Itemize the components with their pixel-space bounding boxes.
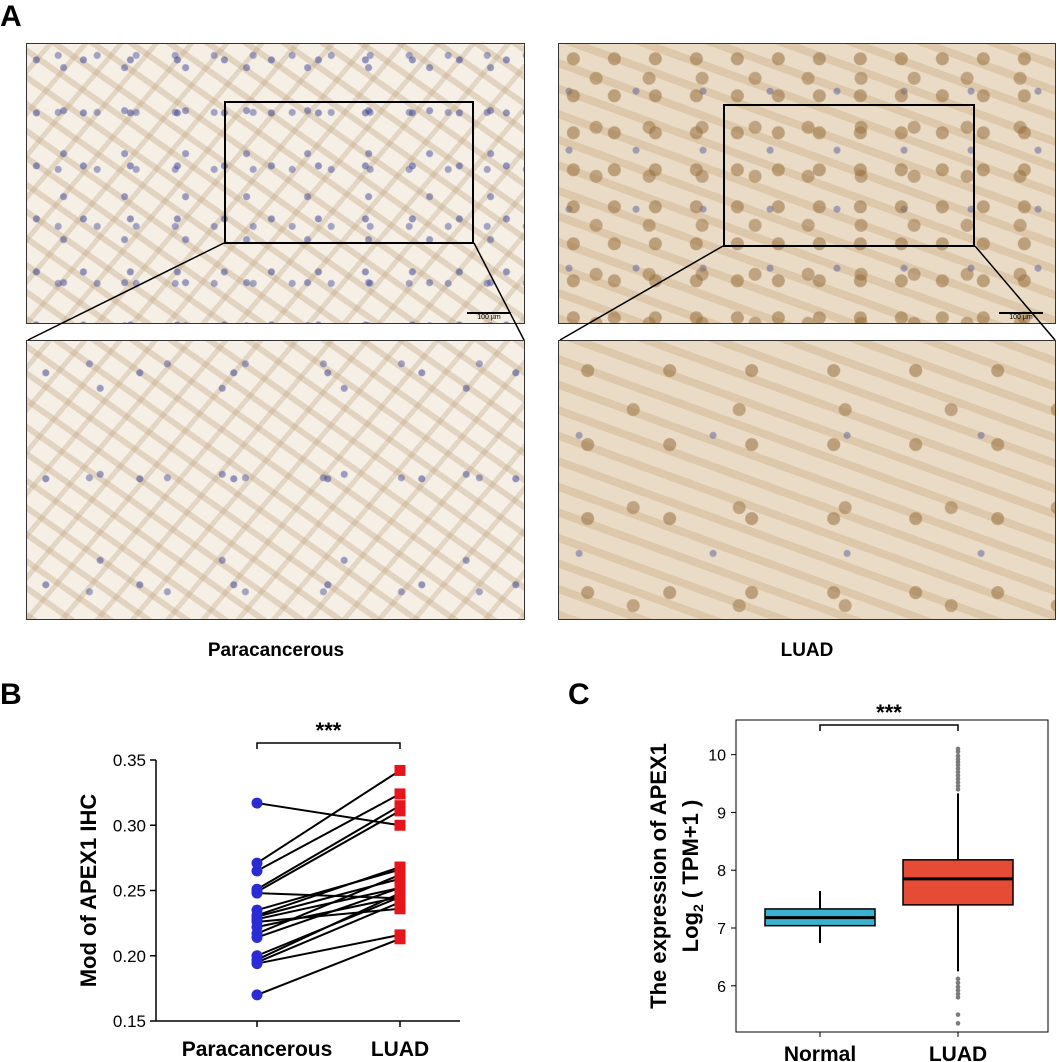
luad-zoomed-image — [558, 340, 1056, 620]
luad-point — [394, 869, 406, 881]
significance-label: *** — [876, 700, 902, 725]
y-axis-label-line1: The expression of APEX1 — [646, 743, 671, 1009]
pair-line — [256, 933, 401, 965]
scale-bar: 100 µm — [999, 312, 1043, 323]
paracancerous-label: Paracancerous — [207, 640, 345, 661]
outlier-point — [955, 980, 961, 986]
luad-point — [394, 805, 406, 817]
outlier-point — [955, 780, 961, 785]
x-tick-label: Normal — [784, 1043, 856, 1062]
y-tick-label: 10 — [708, 748, 726, 765]
y-axis-label-line2: Log2 ( TPM+1 ) — [678, 800, 706, 953]
box-plot-chart: 6 7 8 9 10 Normal LUAD The expression of APEX1 L… — [646, 700, 1049, 1062]
panel-b-letter: B — [0, 678, 22, 711]
paracancerous-point — [251, 958, 263, 970]
luad-point — [394, 896, 406, 908]
y-tick-label: 6 — [717, 979, 726, 996]
paracancerous-point — [251, 857, 263, 869]
significance-label: *** — [316, 718, 342, 743]
pair-line — [256, 886, 401, 939]
significance-bracket — [819, 724, 959, 731]
panel-c-letter: C — [568, 678, 590, 711]
y-tick-label: 0.15 — [113, 1012, 146, 1031]
outlier-point — [955, 769, 961, 775]
pair-line — [256, 866, 401, 917]
outlier-point — [955, 976, 961, 982]
outlier-point — [955, 783, 961, 789]
scale-bar: 100 µm — [467, 312, 511, 323]
pair-line — [256, 868, 401, 912]
pair-line — [256, 769, 401, 864]
pair-line — [256, 804, 401, 891]
pair-line — [256, 810, 401, 893]
luad-point — [394, 764, 406, 776]
outlier-point — [955, 762, 961, 768]
luad-point — [394, 933, 406, 945]
outlier-point — [955, 776, 961, 782]
outlier-point — [955, 1021, 961, 1026]
paracancerous-point — [251, 989, 263, 1001]
significance-bracket — [256, 742, 401, 749]
luad-point — [394, 788, 406, 800]
luad-zoom-region — [723, 104, 975, 247]
x-tick-label: Paracancerous — [182, 1038, 333, 1061]
pair-line — [256, 802, 401, 827]
y-tick-label: 0.25 — [113, 882, 146, 901]
outlier-point — [955, 749, 961, 755]
luad-point — [394, 887, 406, 899]
pair-line — [256, 892, 401, 900]
scale-bar-label: 100 µm — [477, 314, 501, 321]
outlier-point — [955, 787, 961, 792]
pair-line — [256, 937, 401, 996]
y-tick-label: 9 — [717, 805, 726, 822]
outlier-point — [955, 1012, 961, 1017]
outlier-point — [955, 984, 961, 990]
y-tick-label: 7 — [717, 921, 726, 938]
outlier-point — [955, 753, 961, 759]
luad-label: LUAD — [780, 640, 834, 661]
outlier-point — [955, 995, 961, 1000]
paracancerous-point — [251, 797, 263, 809]
panel-a-letter: A — [0, 0, 22, 33]
x-tick-label: LUAD — [929, 1043, 987, 1062]
luad-overview-image: 100 µm — [558, 43, 1056, 324]
pair-line — [256, 901, 401, 964]
outlier-point — [955, 991, 961, 997]
pair-line — [256, 793, 401, 872]
plot-frame — [735, 719, 1049, 1033]
y-tick-label: 0.30 — [113, 816, 146, 835]
paracancerous-point — [251, 865, 263, 877]
box-luad — [902, 859, 1014, 906]
outlier-point — [955, 988, 961, 993]
zoom-connector-lines — [27, 242, 1056, 341]
y-tick-label: 8 — [717, 863, 726, 880]
outlier-point — [955, 773, 961, 778]
luad-point — [394, 903, 406, 915]
y-axis-label: Mod of APEX1 IHC — [76, 794, 101, 988]
pair-line — [256, 892, 401, 961]
y-tick-label: 0.20 — [113, 947, 146, 966]
outlier-point — [955, 766, 961, 771]
pair-line — [256, 873, 401, 935]
paracancerous-point — [251, 887, 263, 899]
luad-point — [394, 861, 406, 873]
paracancerous-point — [251, 931, 263, 943]
luad-point — [394, 819, 406, 831]
paracancerous-zoom-region — [224, 101, 474, 244]
scale-bar-label: 100 µm — [1009, 314, 1033, 321]
paracancerous-overview-image: 100 µm — [26, 43, 525, 324]
paired-dot-chart: 0.15 0.20 0.25 0.30 0.35 Paracancerous LUAD Mod… — [76, 718, 460, 1061]
paracancerous-zoomed-image — [26, 340, 525, 620]
x-tick-label: LUAD — [371, 1038, 429, 1061]
y-tick-label: 0.35 — [113, 751, 146, 770]
pair-line — [256, 907, 401, 923]
